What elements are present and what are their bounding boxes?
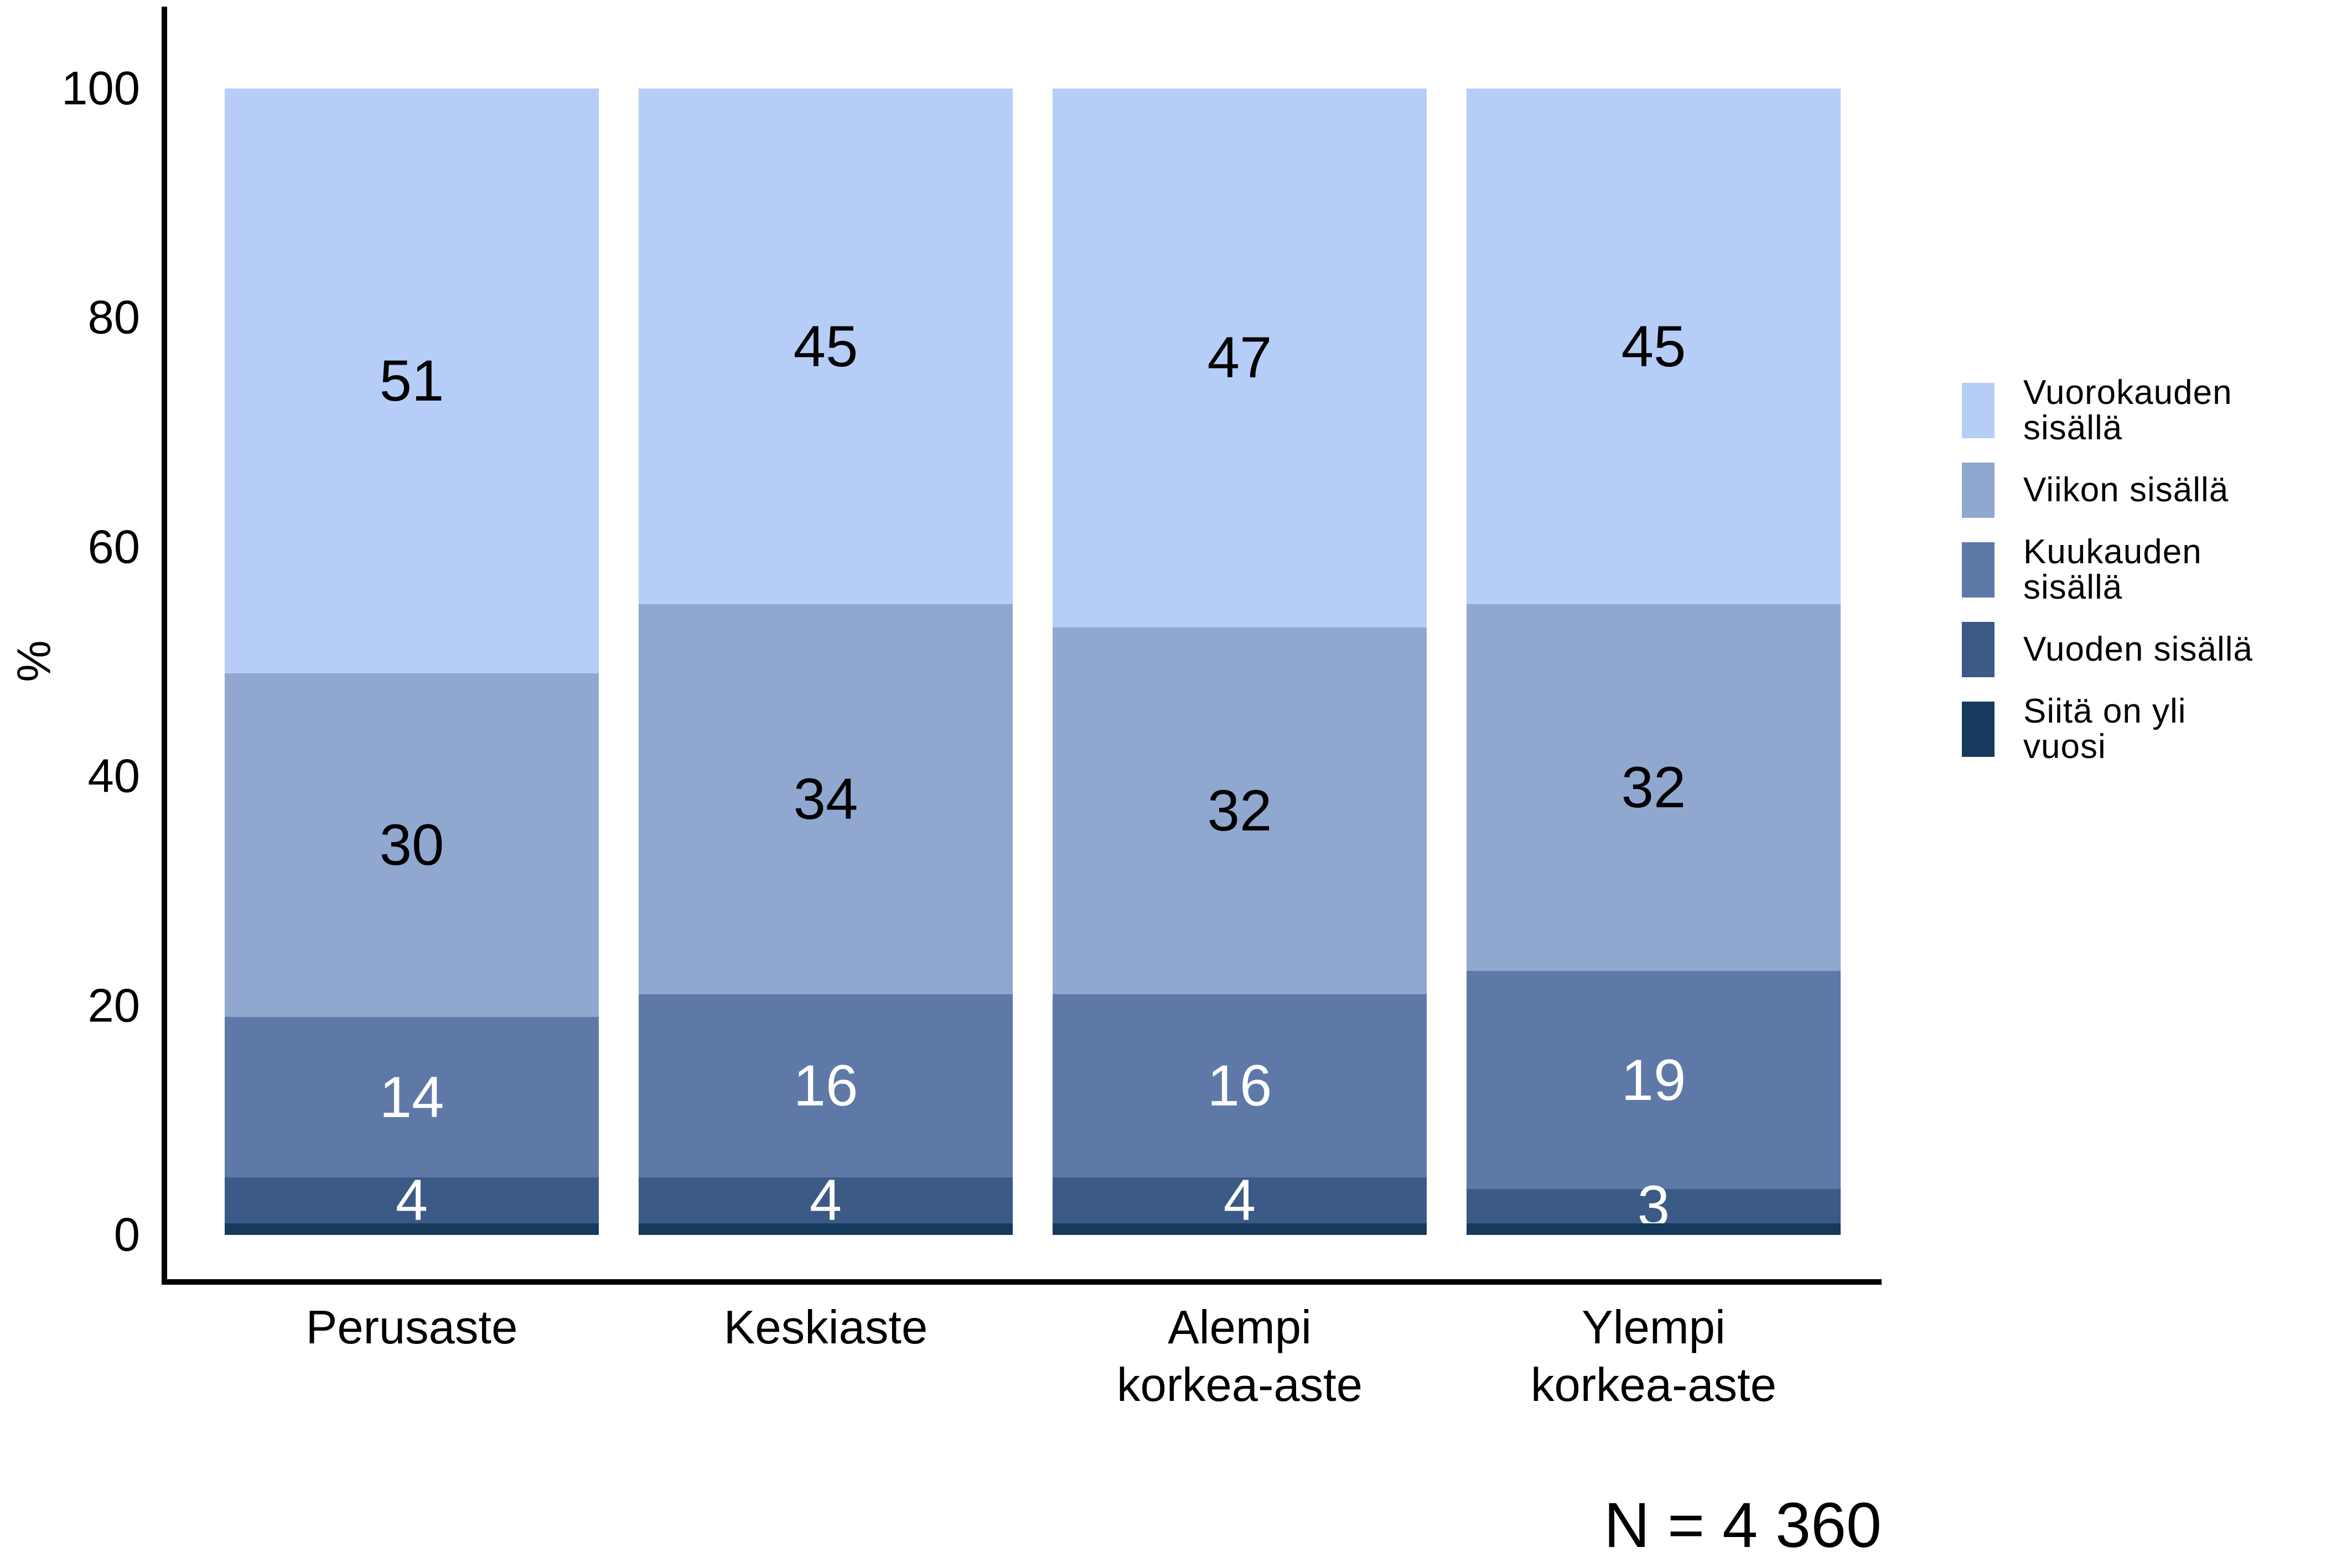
bar-segment: 32 — [1467, 604, 1841, 972]
legend-label-line: Viikon sisällä — [2023, 471, 2229, 509]
y-tick-label: 100 — [61, 62, 140, 115]
legend-swatch — [1962, 463, 1994, 518]
bar-value-label: 16 — [1207, 1053, 1272, 1119]
bar-segment: 3 — [1467, 1177, 1841, 1235]
y-axis-title: % — [8, 640, 61, 682]
bar-value-label: 32 — [1621, 755, 1686, 821]
legend-item: Kuukauden sisällä — [1962, 534, 2253, 605]
legend-item: Siitä on yli vuosi — [1962, 694, 2253, 765]
y-tick-label: 0 — [113, 1208, 140, 1261]
bar-segment: 34 — [639, 604, 1013, 994]
bar-value-label: 47 — [1207, 325, 1272, 391]
legend-swatch — [1962, 383, 1994, 438]
legend-label: Vuoden sisällä — [2023, 632, 2253, 667]
legend-item: Vuoden sisällä — [1962, 622, 2253, 677]
bar-segment — [225, 1223, 599, 1235]
bar-segment: 19 — [1467, 971, 1841, 1190]
bar-segment — [639, 1223, 1013, 1235]
bar-value-label: 51 — [379, 348, 444, 413]
legend-label: Vuorokauden sisällä — [2023, 375, 2232, 446]
legend-label-line: Kuukauden — [2023, 533, 2202, 571]
sample-size-note: N = 4 360 — [1604, 1490, 1882, 1561]
legend-label: Viikon sisällä — [2023, 473, 2229, 508]
bar-segment: 30 — [225, 673, 599, 1017]
y-tick-label: 80 — [87, 291, 140, 344]
x-category-label-line: Alempi — [1168, 1301, 1312, 1354]
bar-value-label: 32 — [1207, 778, 1272, 843]
legend-swatch — [1962, 622, 1994, 677]
legend-label-line: Vuorokauden — [2023, 373, 2232, 412]
bar-value-label: 30 — [379, 813, 444, 878]
bar-segment: 16 — [639, 994, 1013, 1178]
x-category-label-line: korkea-aste — [1116, 1359, 1363, 1411]
x-axis-spine — [162, 1279, 1882, 1285]
legend-label-line: Siitä on yli — [2023, 692, 2187, 730]
bar-segment: 47 — [1053, 89, 1427, 627]
bar-value-label: 14 — [379, 1065, 444, 1130]
legend: Vuorokauden sisällä Viikon sisällä Kuukaude… — [1962, 375, 2253, 765]
bar-value-label: 16 — [793, 1053, 858, 1119]
bar-segment: 16 — [1053, 994, 1427, 1178]
x-category-label-line: Perusaste — [305, 1301, 518, 1354]
bar-segment — [1053, 1223, 1427, 1235]
x-category-label-line: Ylempi — [1582, 1301, 1726, 1354]
bar-4: 45 32 19 3 — [1467, 89, 1841, 1235]
legend-label-line: Vuoden sisällä — [2023, 630, 2253, 668]
x-category-label: Keskiaste — [577, 1299, 1075, 1357]
legend-swatch — [1962, 702, 1994, 757]
bar-value-label: 45 — [1621, 314, 1686, 379]
bar-3: 47 32 16 4 — [1053, 89, 1427, 1235]
bar-segment: 4 — [1053, 1171, 1427, 1229]
y-tick-label: 20 — [87, 979, 140, 1032]
bar-segment: 4 — [639, 1171, 1013, 1229]
x-category-label-line: Keskiaste — [723, 1301, 928, 1354]
legend-item: Viikon sisällä — [1962, 463, 2253, 518]
bar-1: 51 30 14 4 — [225, 89, 599, 1235]
bar-segment: 32 — [1053, 627, 1427, 994]
x-category-label: Alempi korkea-aste — [991, 1299, 1489, 1414]
bar-value-label: 4 — [809, 1168, 842, 1233]
legend-label-line: vuosi — [2023, 728, 2106, 766]
bar-value-label: 4 — [395, 1168, 428, 1233]
bar-value-label: 34 — [793, 767, 858, 832]
legend-label-line: sisällä — [2023, 409, 2123, 447]
y-axis-spine — [162, 7, 167, 1285]
bar-segment: 14 — [225, 1017, 599, 1178]
bar-segment: 51 — [225, 89, 599, 673]
bar-value-label: 19 — [1621, 1047, 1686, 1113]
legend-label: Siitä on yli vuosi — [2023, 694, 2187, 765]
legend-label: Kuukauden sisällä — [2023, 534, 2202, 605]
bar-segment — [1467, 1223, 1841, 1235]
x-category-label: Ylempi korkea-aste — [1405, 1299, 1903, 1414]
y-tick-label: 40 — [87, 750, 140, 803]
bar-segment: 45 — [1467, 89, 1841, 605]
bar-value-label: 4 — [1223, 1168, 1256, 1233]
legend-label-line: sisällä — [2023, 568, 2123, 606]
bar-value-label: 45 — [793, 314, 858, 379]
x-category-label: Perusaste — [163, 1299, 661, 1357]
y-tick-label: 60 — [87, 521, 140, 574]
bar-segment: 4 — [225, 1171, 599, 1229]
legend-swatch — [1962, 542, 1994, 598]
legend-item: Vuorokauden sisällä — [1962, 375, 2253, 446]
bar-segment: 45 — [639, 89, 1013, 605]
bar-2: 45 34 16 4 — [639, 89, 1013, 1235]
x-category-label-line: korkea-aste — [1530, 1359, 1777, 1411]
